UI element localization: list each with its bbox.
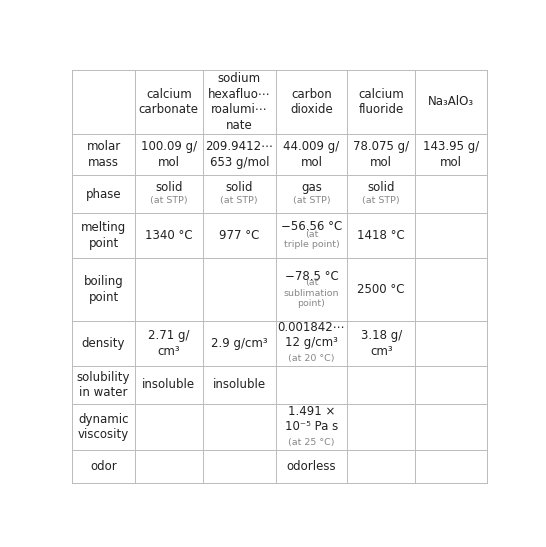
Text: molar
mass: molar mass [86, 140, 121, 169]
Text: −56.56 °C: −56.56 °C [281, 220, 342, 233]
Text: 2.9 g/cm³: 2.9 g/cm³ [211, 337, 268, 350]
Text: (at STP): (at STP) [221, 196, 258, 205]
Text: boiling
point: boiling point [84, 275, 123, 304]
Text: dynamic
viscosity: dynamic viscosity [78, 413, 129, 441]
Text: 3.18 g/
cm³: 3.18 g/ cm³ [360, 329, 402, 358]
Text: 1340 °C: 1340 °C [145, 229, 193, 242]
Text: 2500 °C: 2500 °C [358, 283, 405, 296]
Text: sodium
hexafluo⋯
roalumi⋯
nate: sodium hexafluo⋯ roalumi⋯ nate [208, 72, 271, 131]
Text: −78.5 °C: −78.5 °C [284, 270, 339, 283]
Text: 100.09 g/
mol: 100.09 g/ mol [141, 140, 197, 169]
Text: (at STP): (at STP) [150, 196, 188, 205]
Text: solubility
in water: solubility in water [77, 371, 130, 399]
Text: calcium
fluoride: calcium fluoride [358, 88, 404, 116]
Text: (at STP): (at STP) [293, 196, 330, 205]
Text: odor: odor [90, 460, 117, 473]
Text: 0.001842⋯
12 g/cm³: 0.001842⋯ 12 g/cm³ [277, 321, 345, 350]
Text: 1418 °C: 1418 °C [357, 229, 405, 242]
Text: (at STP): (at STP) [363, 196, 400, 205]
Text: gas: gas [301, 181, 322, 194]
Text: solid: solid [225, 181, 253, 194]
Text: (at
triple point): (at triple point) [283, 230, 339, 249]
Text: phase: phase [86, 188, 121, 201]
Text: insoluble: insoluble [142, 379, 195, 392]
Text: 977 °C: 977 °C [219, 229, 259, 242]
Text: solid: solid [367, 181, 395, 194]
Text: 2.71 g/
cm³: 2.71 g/ cm³ [148, 329, 189, 358]
Text: odorless: odorless [287, 460, 336, 473]
Text: 1.491 ×
10⁻⁵ Pa s: 1.491 × 10⁻⁵ Pa s [285, 405, 338, 433]
Text: (at
sublimation
point): (at sublimation point) [283, 278, 339, 308]
Text: (at 20 °C): (at 20 °C) [288, 353, 335, 363]
Text: insoluble: insoluble [213, 379, 266, 392]
Text: 209.9412⋯
653 g/mol: 209.9412⋯ 653 g/mol [205, 140, 273, 169]
Text: 143.95 g/
mol: 143.95 g/ mol [423, 140, 479, 169]
Text: 78.075 g/
mol: 78.075 g/ mol [353, 140, 410, 169]
Text: 44.009 g/
mol: 44.009 g/ mol [283, 140, 340, 169]
Text: Na₃AlO₃: Na₃AlO₃ [428, 95, 474, 108]
Text: melting
point: melting point [81, 222, 126, 250]
Text: (at 25 °C): (at 25 °C) [288, 438, 335, 446]
Text: density: density [82, 337, 126, 350]
Text: solid: solid [155, 181, 182, 194]
Text: calcium
carbonate: calcium carbonate [139, 88, 199, 116]
Text: carbon
dioxide: carbon dioxide [290, 88, 333, 116]
